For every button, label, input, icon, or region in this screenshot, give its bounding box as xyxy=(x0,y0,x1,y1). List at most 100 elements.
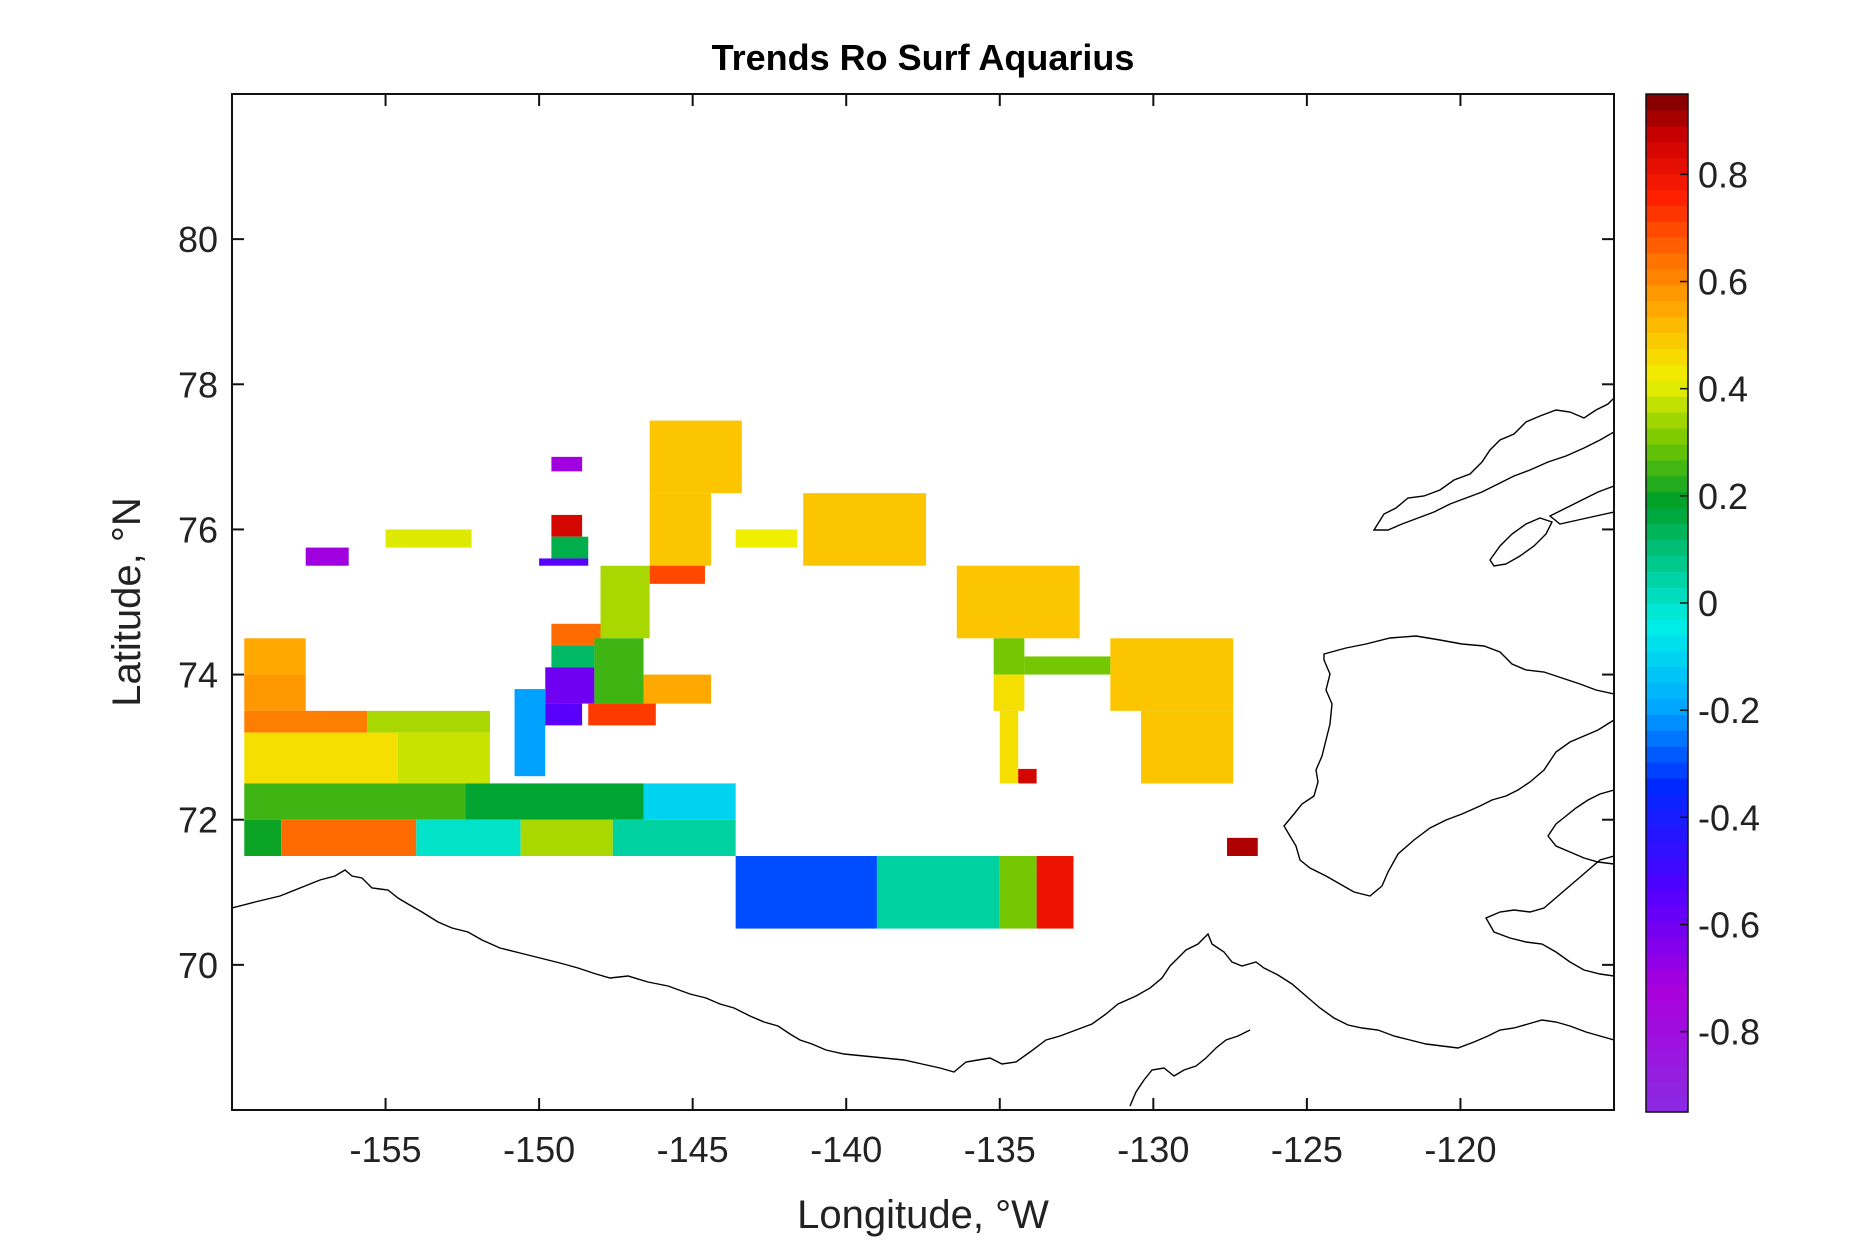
heatmap-cell-23 xyxy=(1141,710,1234,784)
colorbar-swatch xyxy=(1646,1000,1688,1018)
colorbar-swatch xyxy=(1646,682,1688,700)
colorbar-swatch xyxy=(1646,921,1688,938)
heatmap-cell-15 xyxy=(876,856,1000,929)
colorbar-swatch xyxy=(1646,205,1688,222)
colorbar-swatch xyxy=(1646,666,1688,684)
heatmap-cell-8 xyxy=(643,783,736,820)
heatmap-cell-0 xyxy=(244,638,306,675)
colorbar-swatch xyxy=(1646,157,1688,175)
colorbar-tick-label: -0.8 xyxy=(1698,1012,1760,1053)
x-tick-label: -125 xyxy=(1271,1129,1343,1170)
colorbar-swatch xyxy=(1646,1080,1688,1097)
eglinton-island-coastline xyxy=(1489,517,1553,567)
y-axis: 70 72 74 76 78 80 xyxy=(178,219,1614,986)
heatmap-cell-44 xyxy=(999,710,1019,784)
y-tick-label: 78 xyxy=(178,364,218,405)
colorbar-swatch xyxy=(1646,109,1688,127)
heatmap-cell-11 xyxy=(416,819,521,856)
heatmap-cell-43 xyxy=(993,674,1025,711)
heatmap-cell-35 xyxy=(551,536,589,559)
colorbar-tick-label: 0.6 xyxy=(1698,262,1748,303)
heatmap-cell-14 xyxy=(735,856,877,929)
colorbar-swatch xyxy=(1646,714,1688,731)
heatmap-cell-33 xyxy=(545,703,583,726)
x-axis: -155 -150 -145 -140 -135 -130 -125 -120 xyxy=(350,94,1496,1170)
colorbar-swatch xyxy=(1646,793,1688,811)
colorbar-swatch xyxy=(1646,889,1688,906)
colorbar-swatch xyxy=(1646,1048,1688,1065)
colorbar-swatch xyxy=(1646,94,1688,111)
heatmap-cell-5 xyxy=(397,732,490,784)
colorbar-swatch xyxy=(1646,253,1688,270)
colorbar-swatch xyxy=(1646,507,1688,525)
colorbar-swatch xyxy=(1646,475,1688,493)
x-tick-label: -130 xyxy=(1117,1129,1189,1170)
colorbar-swatch xyxy=(1646,491,1688,509)
heatmap-cell-41 xyxy=(993,638,1025,675)
heatmap-cell-46 xyxy=(1227,837,1258,856)
colorbar-tick-label: 0.8 xyxy=(1698,154,1748,195)
colorbar-swatch xyxy=(1646,952,1688,970)
heatmap-cell-10 xyxy=(281,819,417,856)
colorbar-tick-label: -0.4 xyxy=(1698,797,1760,838)
heatmap-cell-32 xyxy=(514,689,546,777)
x-tick-label: -135 xyxy=(964,1129,1036,1170)
colorbar-swatch xyxy=(1646,571,1688,588)
colorbar-swatch xyxy=(1646,905,1688,922)
heatmap-cell-27 xyxy=(551,645,595,668)
colorbar-swatch xyxy=(1646,189,1688,206)
colorbar-swatch xyxy=(1646,809,1688,827)
colorbar-swatch xyxy=(1646,825,1688,843)
colorbar-swatch xyxy=(1646,937,1688,954)
heatmap-cell-37 xyxy=(551,456,583,472)
mackenzie-delta-coastline xyxy=(1129,1029,1251,1107)
heatmap-cell-19 xyxy=(649,493,712,566)
heatmap-cell-7 xyxy=(465,783,644,820)
heatmap-cell-4 xyxy=(244,732,398,784)
colorbar-swatch xyxy=(1646,141,1688,159)
colorbar-swatch xyxy=(1646,587,1688,604)
alaska-coastline xyxy=(232,869,1614,1073)
heatmap-cell-1 xyxy=(244,674,306,711)
x-tick-label: -145 xyxy=(657,1129,729,1170)
colorbar-swatch xyxy=(1646,443,1688,461)
colorbar-swatch xyxy=(1646,746,1688,763)
colorbar-swatch xyxy=(1646,316,1688,334)
colorbar-swatch xyxy=(1646,777,1688,795)
x-tick-label: -120 xyxy=(1424,1129,1496,1170)
colorbar-swatch xyxy=(1646,348,1688,366)
heatmap-cell-20 xyxy=(803,493,927,566)
colorbar-swatch xyxy=(1646,221,1688,238)
colorbar-swatch xyxy=(1646,364,1688,381)
colorbar-swatch xyxy=(1646,857,1688,875)
x-tick-label: -155 xyxy=(350,1129,422,1170)
heatmap-cell-18 xyxy=(649,420,742,494)
colorbar-swatch xyxy=(1646,1096,1688,1113)
coastlines xyxy=(232,397,1614,1107)
heatmap-cell-9 xyxy=(244,819,282,856)
colorbar-swatch xyxy=(1646,125,1688,143)
heatmap-cell-17 xyxy=(1036,856,1074,929)
colorbar-swatch xyxy=(1646,618,1688,636)
colorbar-swatch xyxy=(1646,173,1688,191)
heatmap-cell-24 xyxy=(600,565,650,639)
colorbar-swatch xyxy=(1646,237,1688,254)
colorbar-swatch xyxy=(1646,984,1688,1002)
x-tick-label: -150 xyxy=(503,1129,575,1170)
colorbar-swatch xyxy=(1646,396,1688,413)
y-tick-label: 70 xyxy=(178,945,218,986)
colorbar-swatch xyxy=(1646,650,1688,668)
colorbar-swatch xyxy=(1646,300,1688,318)
x-tick-label: -140 xyxy=(810,1129,882,1170)
melville-island-coastline xyxy=(1548,485,1614,525)
y-tick-label: 74 xyxy=(178,655,218,696)
colorbar-swatch xyxy=(1646,332,1688,350)
heatmap-cell-25 xyxy=(649,565,705,584)
colorbar-swatch xyxy=(1646,380,1688,397)
heatmap-cell-31 xyxy=(588,703,656,726)
y-tick-label: 72 xyxy=(178,800,218,841)
colorbar-tick-label: 0.4 xyxy=(1698,369,1748,410)
heatmap-cell-42 xyxy=(1024,656,1111,675)
chart-title: Trends Ro Surf Aquarius xyxy=(712,37,1135,78)
heatmap-cell-2 xyxy=(244,710,368,733)
